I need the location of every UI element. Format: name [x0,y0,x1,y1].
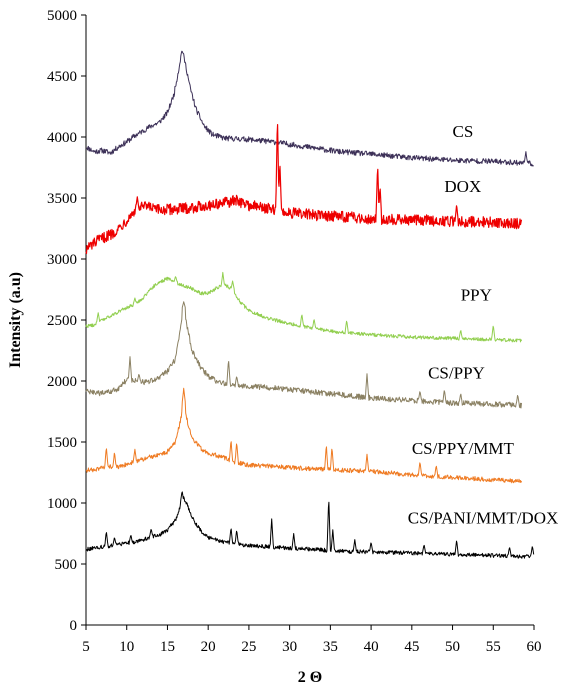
series-label: CS/PPY [428,364,485,383]
series-line [85,50,534,167]
x-tick-label: 25 [241,639,256,655]
y-tick-label: 2000 [47,374,77,390]
x-tick-label: 5 [82,639,90,655]
x-tick-label: 15 [160,639,175,655]
x-tick-label: 20 [201,639,216,655]
y-tick-label: 1500 [47,435,77,451]
x-tick-label: 50 [445,639,460,655]
series-line [85,301,522,409]
series-line [85,491,535,559]
y-tick-label: 2500 [47,313,77,329]
x-tick-label: 60 [527,639,542,655]
series-label: CS/PANI/MMT/DOX [408,509,559,528]
y-tick-label: 5000 [47,8,77,24]
y-tick-label: 3500 [47,191,77,207]
y-tick-label: 4000 [47,130,77,146]
y-tick-label: 500 [55,557,78,573]
x-tick-label: 45 [404,639,419,655]
plot-area [85,15,534,626]
y-tick-label: 4500 [47,69,77,85]
y-tick-label: 1000 [47,496,77,512]
series-label: DOX [444,177,481,196]
x-tick-label: 40 [364,639,379,655]
y-tick-label: 0 [70,618,78,634]
x-tick-label: 55 [486,639,501,655]
series-line [85,271,522,343]
series-labels: CS DOX PPY CS/PPY CS/PPY/MMT CS/PANI/MMT/DOX [408,122,559,528]
series-label: PPY [461,285,492,304]
series-label: CS/PPY/MMT [412,439,515,458]
y-tick-label: 3000 [47,252,77,268]
series-line [85,387,522,484]
series-layer [85,50,535,559]
x-axis-title: 2 Θ [298,669,322,686]
x-ticks: 5 10 15 20 25 30 35 40 45 50 55 60 [82,625,542,655]
x-tick-label: 30 [282,639,297,655]
x-tick-label: 10 [119,639,134,655]
x-tick-label: 35 [323,639,338,655]
series-line [85,124,523,255]
y-axis-title: Intensity (a.u) [7,272,24,368]
series-label: CS [453,122,474,141]
y-ticks: 0 500 1000 1500 2000 2500 3000 3500 4000 4500 5000 [47,8,86,634]
